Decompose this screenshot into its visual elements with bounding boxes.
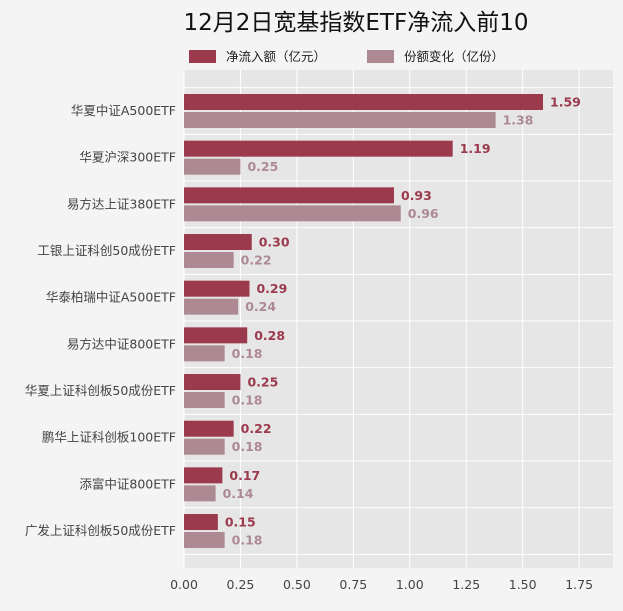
bar-net-inflow bbox=[184, 187, 394, 204]
bar-share-change bbox=[184, 485, 216, 502]
value-label-share-change: 0.25 bbox=[247, 159, 278, 174]
value-label-share-change: 0.18 bbox=[232, 393, 263, 408]
bar-net-inflow bbox=[184, 234, 252, 251]
x-tick-label: 1.00 bbox=[396, 577, 424, 592]
bar-net-inflow bbox=[184, 140, 453, 157]
x-axis-ticks: 0.00 0.25 0.50 0.75 1.00 1.25 1.50 1.75 bbox=[170, 577, 593, 592]
x-tick-label: 0.00 bbox=[170, 577, 198, 592]
value-label-net-inflow: 0.28 bbox=[254, 328, 285, 343]
bar-share-change bbox=[184, 298, 239, 315]
value-label-net-inflow: 0.93 bbox=[401, 188, 432, 203]
category-label: 易方达中证800ETF bbox=[67, 336, 176, 351]
legend-swatch-net-inflow bbox=[189, 50, 216, 63]
category-label: 易方达上证380ETF bbox=[67, 196, 176, 211]
bar-net-inflow bbox=[184, 467, 223, 484]
value-label-net-inflow: 0.17 bbox=[229, 468, 260, 483]
value-label-share-change: 0.24 bbox=[245, 299, 276, 314]
legend-label-net-inflow: 净流入额（亿元） bbox=[226, 49, 326, 64]
value-label-net-inflow: 1.19 bbox=[460, 141, 491, 156]
value-label-share-change: 0.18 bbox=[232, 533, 263, 548]
bar-share-change bbox=[184, 438, 225, 455]
legend-label-share-change: 份额变化（亿份） bbox=[404, 49, 504, 64]
value-label-share-change: 0.18 bbox=[232, 439, 263, 454]
legend-swatch-share-change bbox=[367, 50, 394, 63]
category-label: 华夏沪深300ETF bbox=[79, 150, 176, 165]
category-label: 华夏中证A500ETF bbox=[71, 103, 176, 118]
value-label-net-inflow: 0.25 bbox=[247, 375, 278, 390]
category-label: 工银上证科创50成份ETF bbox=[37, 243, 176, 258]
value-label-net-inflow: 0.15 bbox=[225, 515, 256, 530]
category-label: 广发上证科创板50成份ETF bbox=[25, 523, 176, 538]
bar-net-inflow bbox=[184, 514, 218, 531]
bar-share-change bbox=[184, 252, 234, 269]
category-label: 华夏上证科创板50成份ETF bbox=[25, 383, 176, 398]
category-label: 添富中证800ETF bbox=[79, 476, 176, 491]
x-tick-label: 1.25 bbox=[452, 577, 480, 592]
bar-share-change bbox=[184, 205, 401, 222]
bars bbox=[184, 94, 544, 549]
x-tick-label: 0.75 bbox=[339, 577, 367, 592]
value-label-net-inflow: 0.29 bbox=[256, 281, 287, 296]
bar-net-inflow bbox=[184, 327, 248, 344]
legend: 净流入额（亿元） 份额变化（亿份） bbox=[189, 49, 504, 64]
category-label: 华泰柏瑞中证A500ETF bbox=[46, 290, 176, 305]
bar-share-change bbox=[184, 345, 225, 362]
value-label-net-inflow: 1.59 bbox=[550, 95, 581, 110]
value-label-net-inflow: 0.22 bbox=[241, 421, 272, 436]
category-labels: 华夏中证A500ETF 华夏沪深300ETF 易方达上证380ETF 工银上证科创50… bbox=[25, 103, 176, 538]
bar-share-change bbox=[184, 112, 496, 128]
value-label-share-change: 0.96 bbox=[408, 206, 439, 221]
bar-net-inflow bbox=[184, 420, 234, 437]
bar-net-inflow bbox=[184, 280, 250, 297]
x-tick-label: 0.25 bbox=[227, 577, 255, 592]
bar-share-change bbox=[184, 532, 225, 549]
category-label: 鹏华上证科创板100ETF bbox=[42, 430, 176, 445]
bar-share-change bbox=[184, 158, 241, 175]
bar-net-inflow bbox=[184, 374, 241, 391]
value-label-share-change: 0.18 bbox=[232, 346, 263, 361]
value-label-share-change: 1.38 bbox=[503, 113, 534, 128]
value-label-net-inflow: 0.30 bbox=[259, 235, 290, 250]
value-label-share-change: 0.14 bbox=[223, 486, 254, 501]
bar-share-change bbox=[184, 392, 225, 409]
chart-title: 12月2日宽基指数ETF净流入前10 bbox=[184, 10, 529, 36]
x-tick-label: 1.75 bbox=[565, 577, 593, 592]
x-tick-label: 0.50 bbox=[283, 577, 311, 592]
bar-net-inflow bbox=[184, 94, 544, 110]
x-tick-label: 1.50 bbox=[509, 577, 537, 592]
value-label-share-change: 0.22 bbox=[241, 253, 272, 268]
value-labels: 1.59 1.38 1.19 0.25 0.93 0.96 0.30 0.22 0.29 0.24… bbox=[223, 95, 581, 548]
